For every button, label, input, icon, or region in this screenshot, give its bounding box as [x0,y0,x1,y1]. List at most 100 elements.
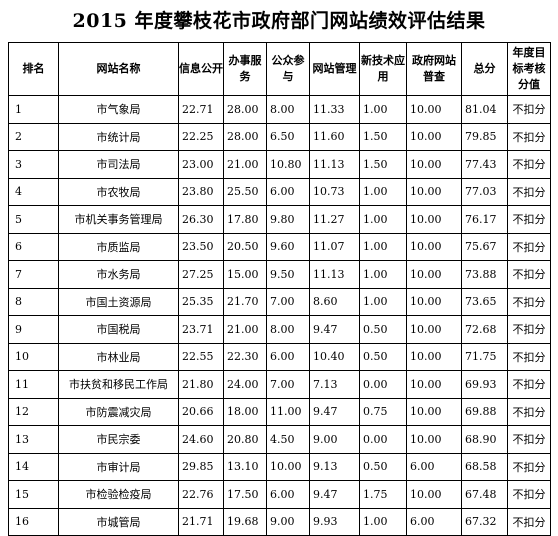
rank-cell: 9 [8,315,59,344]
census-cell: 10.00 [406,205,462,234]
info-disclosure-cell: 23.71 [178,315,224,344]
site-management-cell: 11.13 [309,150,360,179]
header-site-name: 网站名称 [58,42,179,96]
table-row: 5 市机关事务管理局 26.30 17.80 9.80 11.27 1.00 10.00 76.… [8,205,551,234]
new-tech-cell: 1.00 [359,205,407,234]
public-participation-cell: 10.00 [266,452,310,481]
info-disclosure-cell: 23.50 [178,232,224,261]
table-row: 8 市国土资源局 25.35 21.70 7.00 8.60 1.00 10.00 73.65 不… [8,287,551,316]
total-cell: 68.58 [461,452,508,481]
rank-cell: 12 [8,397,59,426]
site-name-cell: 市检验检疫局 [58,480,179,509]
annual-target-cell: 不扣分 [507,287,551,316]
public-participation-cell: 6.00 [266,342,310,371]
service-cell: 28.00 [223,122,267,151]
site-name-cell: 市司法局 [58,150,179,179]
service-cell: 19.68 [223,507,267,536]
new-tech-cell: 1.75 [359,480,407,509]
site-management-cell: 11.33 [309,95,360,124]
site-management-cell: 11.27 [309,205,360,234]
rank-cell: 11 [8,370,59,399]
total-cell: 75.67 [461,232,508,261]
total-cell: 68.90 [461,425,508,454]
info-disclosure-cell: 25.35 [178,287,224,316]
public-participation-cell: 8.00 [266,95,310,124]
site-name-cell: 市机关事务管理局 [58,205,179,234]
info-disclosure-cell: 22.71 [178,95,224,124]
site-management-cell: 10.73 [309,177,360,206]
info-disclosure-cell: 22.76 [178,480,224,509]
site-management-cell: 9.00 [309,425,360,454]
public-participation-cell: 11.00 [266,397,310,426]
annual-target-cell: 不扣分 [507,452,551,481]
table-row: 4 市农牧局 23.80 25.50 6.00 10.73 1.00 10.00 77.03 不扣… [8,177,551,206]
rank-cell: 6 [8,232,59,261]
new-tech-cell: 0.75 [359,397,407,426]
site-name-cell: 市城管局 [58,507,179,536]
total-cell: 73.88 [461,260,508,289]
info-disclosure-cell: 26.30 [178,205,224,234]
public-participation-cell: 9.60 [266,232,310,261]
public-participation-cell: 6.00 [266,480,310,509]
rank-cell: 3 [8,150,59,179]
service-cell: 21.00 [223,150,267,179]
site-management-cell: 11.60 [309,122,360,151]
service-cell: 18.00 [223,397,267,426]
site-name-cell: 市扶贫和移民工作局 [58,370,179,399]
header-info-disclosure: 信息公开 [178,42,224,96]
header-site-management: 网站管理 [309,42,360,96]
site-name-cell: 市林业局 [58,342,179,371]
annual-target-cell: 不扣分 [507,370,551,399]
table-row: 15 市检验检疫局 22.76 17.50 6.00 9.47 1.75 10.00 67.48… [8,480,551,509]
header-total: 总分 [461,42,508,96]
service-cell: 24.00 [223,370,267,399]
site-name-cell: 市质监局 [58,232,179,261]
new-tech-cell: 0.50 [359,342,407,371]
info-disclosure-cell: 23.00 [178,150,224,179]
service-cell: 21.00 [223,315,267,344]
total-cell: 67.32 [461,507,508,536]
census-cell: 10.00 [406,287,462,316]
service-cell: 17.50 [223,480,267,509]
info-disclosure-cell: 20.66 [178,397,224,426]
service-cell: 20.80 [223,425,267,454]
table-row: 9 市国税局 23.71 21.00 8.00 9.47 0.50 10.00 72.68 不扣分 [8,315,551,344]
total-cell: 77.03 [461,177,508,206]
rank-cell: 5 [8,205,59,234]
public-participation-cell: 7.00 [266,370,310,399]
header-new-tech: 新技术应用 [359,42,407,96]
site-name-cell: 市民宗委 [58,425,179,454]
site-name-cell: 市气象局 [58,95,179,124]
table-row: 6 市质监局 23.50 20.50 9.60 11.07 1.00 10.00 75.67 不扣… [8,232,551,261]
site-management-cell: 9.93 [309,507,360,536]
annual-target-cell: 不扣分 [507,260,551,289]
annual-target-cell: 不扣分 [507,480,551,509]
header-service: 办事服务 [223,42,267,96]
table-row: 7 市水务局 27.25 15.00 9.50 11.13 1.00 10.00 73.88 不扣… [8,260,551,289]
public-participation-cell: 8.00 [266,315,310,344]
rank-cell: 1 [8,95,59,124]
table-row: 3 市司法局 23.00 21.00 10.80 11.13 1.50 10.00 77.43 不… [8,150,551,179]
service-cell: 13.10 [223,452,267,481]
public-participation-cell: 6.00 [266,177,310,206]
total-cell: 76.17 [461,205,508,234]
public-participation-cell: 4.50 [266,425,310,454]
census-cell: 6.00 [406,452,462,481]
total-cell: 79.85 [461,122,508,151]
rank-cell: 16 [8,507,59,536]
census-cell: 10.00 [406,260,462,289]
rank-cell: 8 [8,287,59,316]
annual-target-cell: 不扣分 [507,205,551,234]
header-rank: 排名 [8,42,59,96]
table-row: 14 市审计局 29.85 13.10 10.00 9.13 0.50 6.00 68.58 不扣… [8,452,551,481]
census-cell: 10.00 [406,122,462,151]
page-title: 2015 年度攀枝花市政府部门网站绩效评估结果 [72,10,486,32]
new-tech-cell: 1.00 [359,287,407,316]
header-census: 政府网站普查 [406,42,462,96]
new-tech-cell: 1.00 [359,232,407,261]
service-cell: 25.50 [223,177,267,206]
annual-target-cell: 不扣分 [507,95,551,124]
site-name-cell: 市统计局 [58,122,179,151]
census-cell: 10.00 [406,397,462,426]
table-row: 1 市气象局 22.71 28.00 8.00 11.33 1.00 10.00 81.04 不扣… [8,95,551,124]
